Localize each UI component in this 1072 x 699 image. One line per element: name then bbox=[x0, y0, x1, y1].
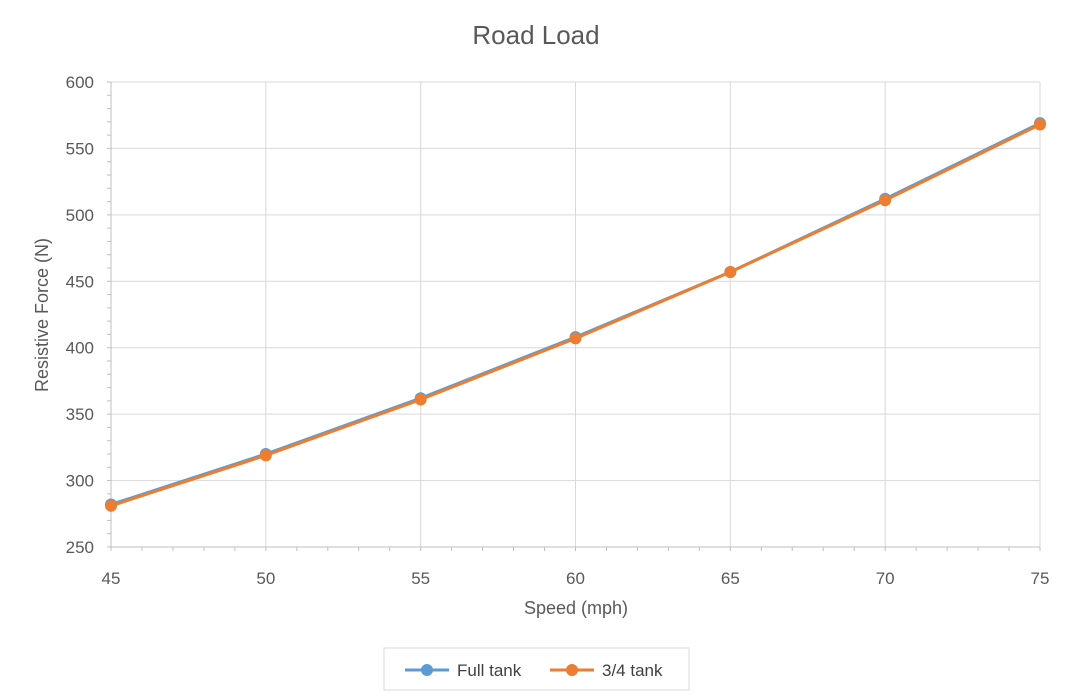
y-tick-label: 350 bbox=[66, 405, 94, 424]
gridlines bbox=[110, 81, 1041, 548]
chart-title: Road Load bbox=[472, 20, 599, 50]
legend-swatch-marker bbox=[421, 664, 433, 676]
series-lines bbox=[105, 117, 1046, 512]
y-tick-label: 450 bbox=[66, 272, 94, 291]
y-tick-label: 400 bbox=[66, 339, 94, 358]
data-point-1 bbox=[414, 393, 427, 406]
data-point-1 bbox=[1034, 118, 1046, 131]
x-tick-label: 65 bbox=[721, 569, 740, 588]
y-tick-label: 600 bbox=[66, 73, 94, 92]
x-tick-label: 55 bbox=[411, 569, 430, 588]
data-point-1 bbox=[879, 194, 892, 207]
x-axis-label: Speed (mph) bbox=[524, 598, 628, 618]
x-tick-label: 45 bbox=[102, 569, 121, 588]
x-tick-label: 50 bbox=[256, 569, 275, 588]
legend-label: 3/4 tank bbox=[602, 661, 663, 680]
data-point-1 bbox=[259, 449, 272, 462]
y-tick-label: 500 bbox=[66, 206, 94, 225]
data-point-1 bbox=[724, 265, 737, 278]
x-tick-label: 70 bbox=[876, 569, 895, 588]
legend: Full tank 3/4 tank bbox=[383, 647, 690, 691]
y-tick-label: 250 bbox=[66, 538, 94, 557]
x-tick-label: 60 bbox=[566, 569, 585, 588]
data-point-1 bbox=[569, 332, 582, 345]
legend-swatch-marker bbox=[566, 664, 578, 676]
x-tick-label: 75 bbox=[1031, 569, 1050, 588]
data-point-1 bbox=[105, 499, 117, 512]
y-axis-label: Resistive Force (N) bbox=[32, 238, 52, 392]
axes: 250 300 350 400 450 500 550 600 45 50 55 60 65 70 75 bbox=[66, 73, 1050, 588]
legend-label: Full tank bbox=[457, 661, 522, 680]
y-tick-label: 550 bbox=[66, 139, 94, 158]
y-tick-label: 300 bbox=[66, 472, 94, 491]
